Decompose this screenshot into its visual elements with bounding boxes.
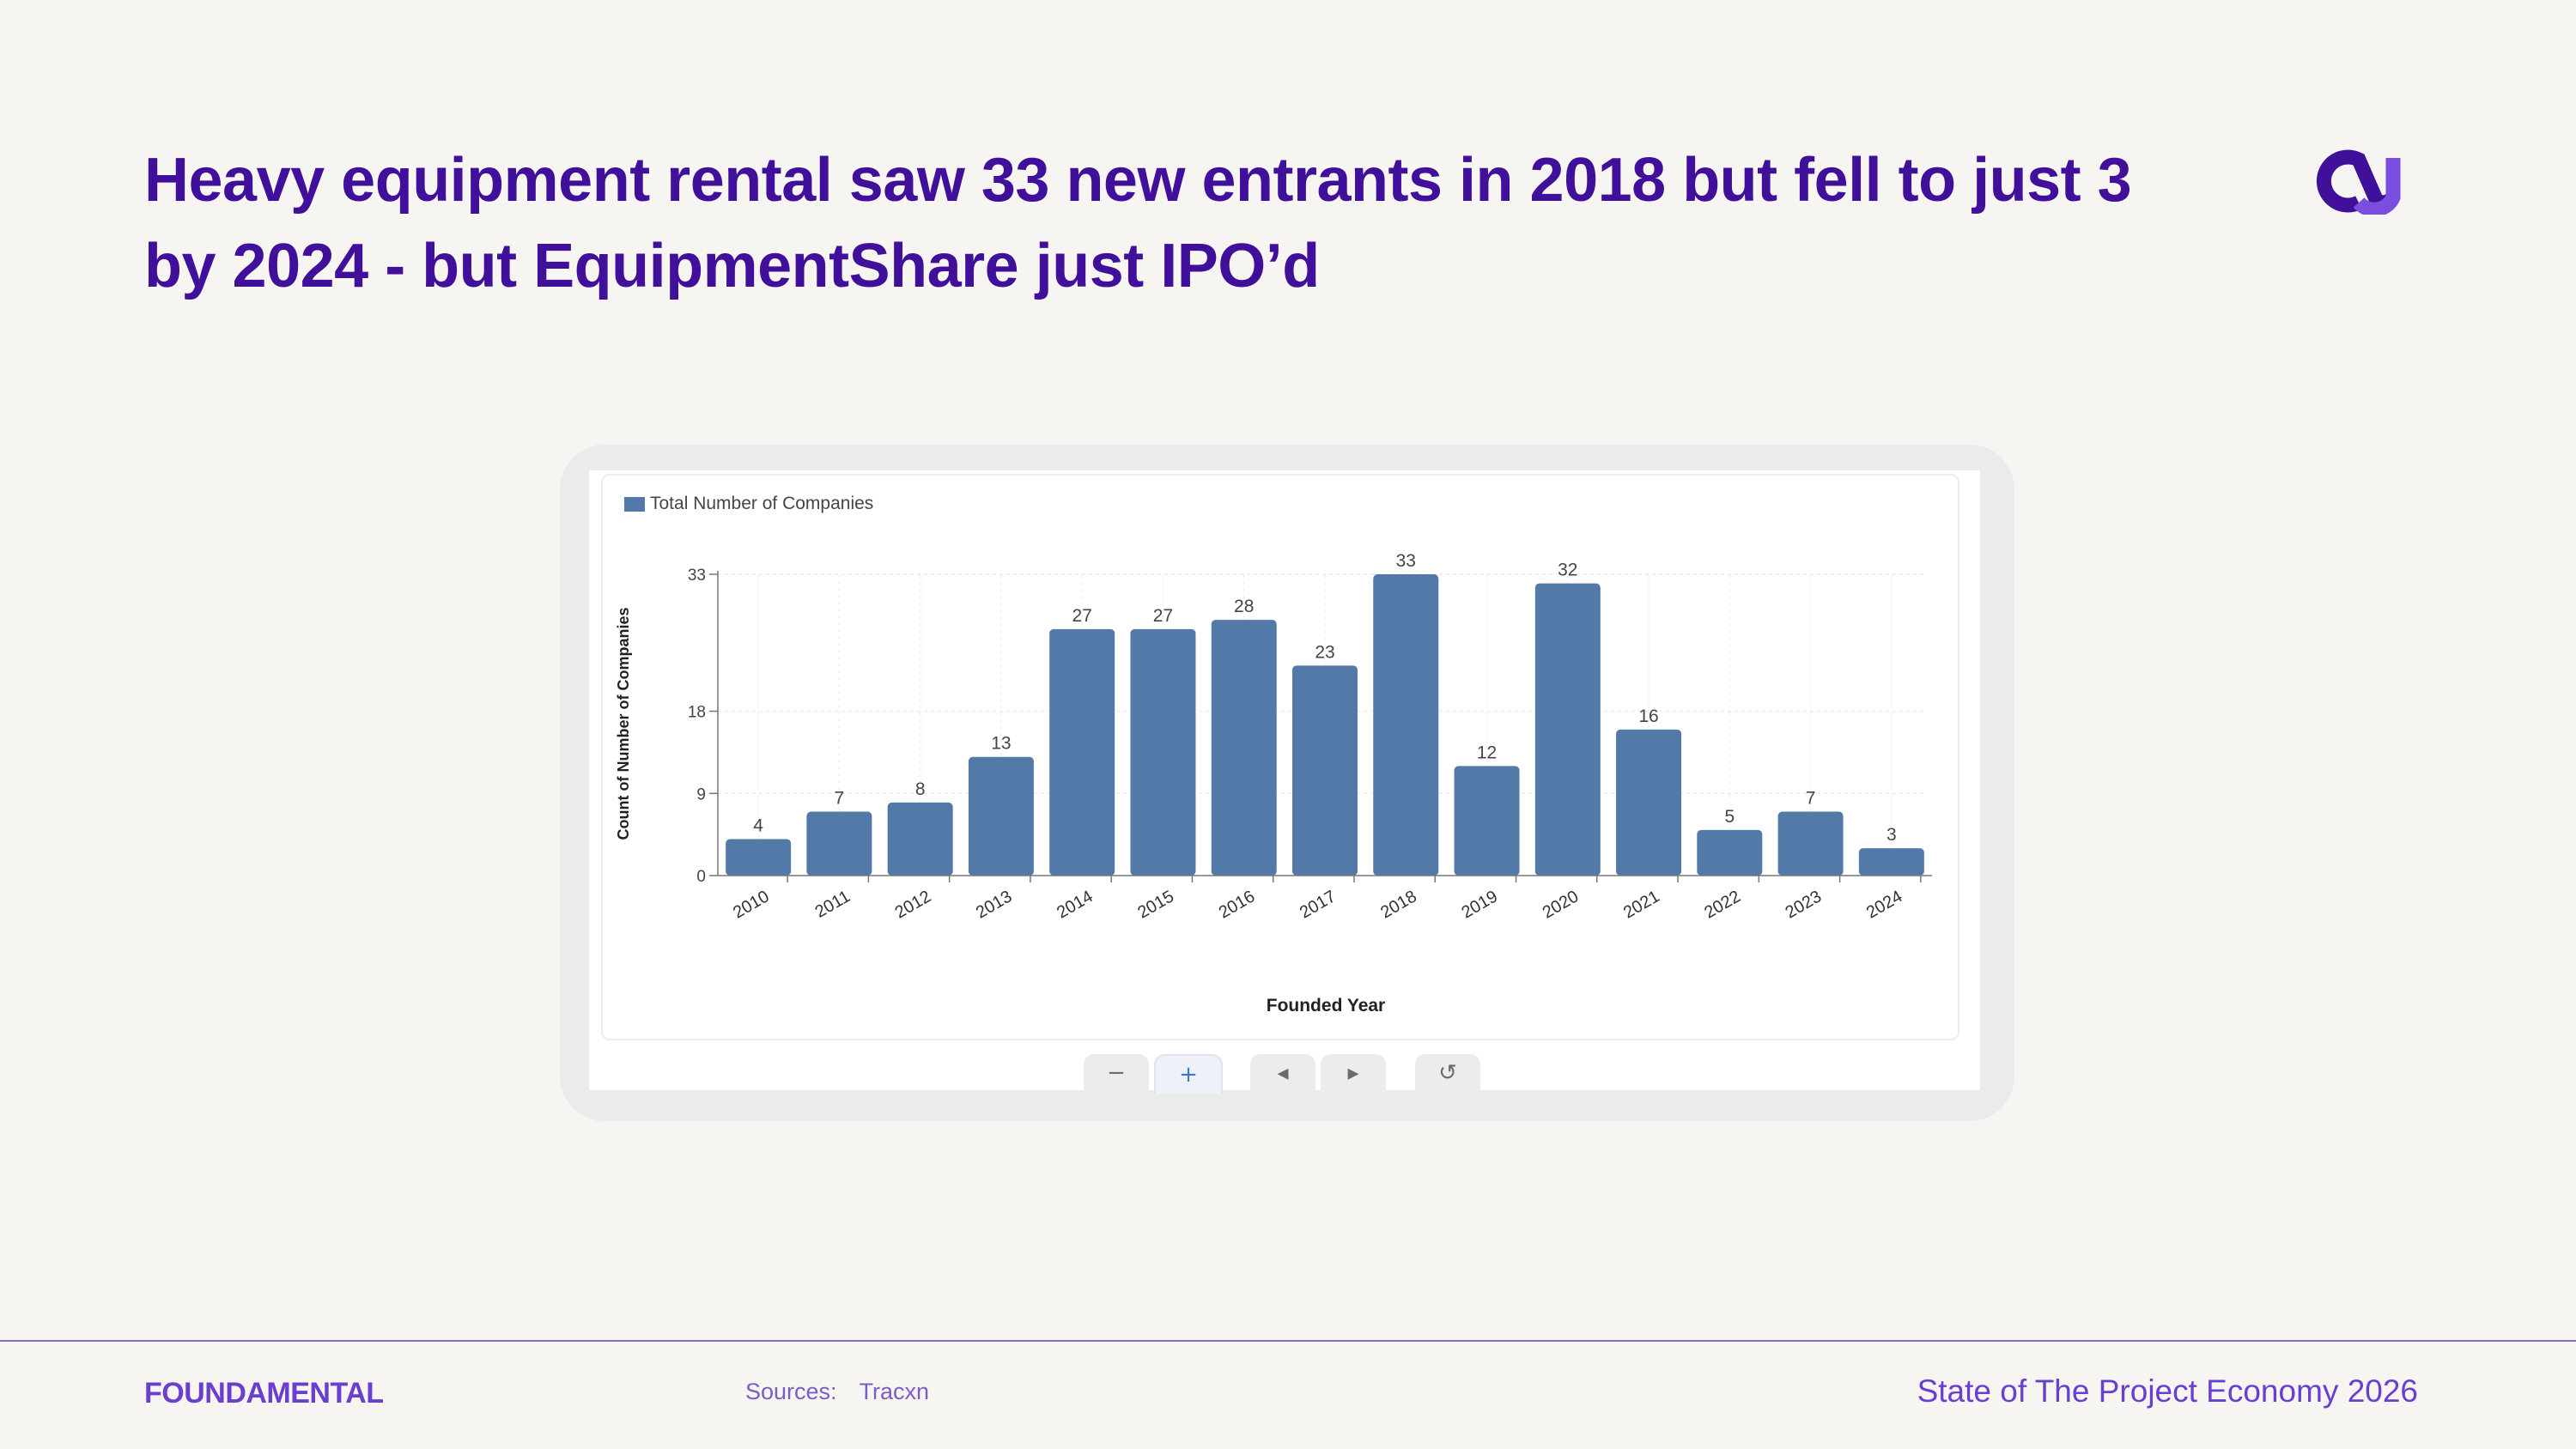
next-button[interactable]: ▸ bbox=[1321, 1054, 1386, 1092]
legend-label: Total Number of Companies bbox=[650, 494, 874, 513]
chart-legend[interactable]: Total Number of Companies bbox=[624, 491, 873, 517]
sources: Sources: Tracxn bbox=[745, 1379, 929, 1405]
reset-icon: ↺ bbox=[1438, 1060, 1457, 1086]
sources-value: Tracxn bbox=[859, 1379, 930, 1404]
plus-icon: + bbox=[1179, 1062, 1198, 1088]
brand-logo: FOUNDAMENTAL bbox=[144, 1377, 384, 1410]
slide-title: Heavy equipment rental saw 33 new entran… bbox=[144, 146, 2132, 300]
reset-button[interactable]: ↺ bbox=[1415, 1054, 1480, 1092]
previous-button[interactable]: ◂ bbox=[1250, 1054, 1315, 1092]
caret-left-icon: ◂ bbox=[1277, 1060, 1289, 1086]
caret-right-icon: ▸ bbox=[1347, 1060, 1359, 1086]
report-title: State of The Project Economy 2026 bbox=[1917, 1373, 2418, 1409]
minus-icon: − bbox=[1107, 1060, 1126, 1086]
sources-label: Sources: bbox=[745, 1379, 837, 1404]
footer-divider bbox=[0, 1340, 2576, 1342]
zoom-out-button[interactable]: − bbox=[1084, 1054, 1149, 1092]
fundamental-mark-icon bbox=[2316, 149, 2401, 215]
chart-card bbox=[601, 474, 1959, 1040]
zoom-in-button[interactable]: + bbox=[1154, 1054, 1223, 1094]
legend-swatch bbox=[624, 496, 645, 512]
